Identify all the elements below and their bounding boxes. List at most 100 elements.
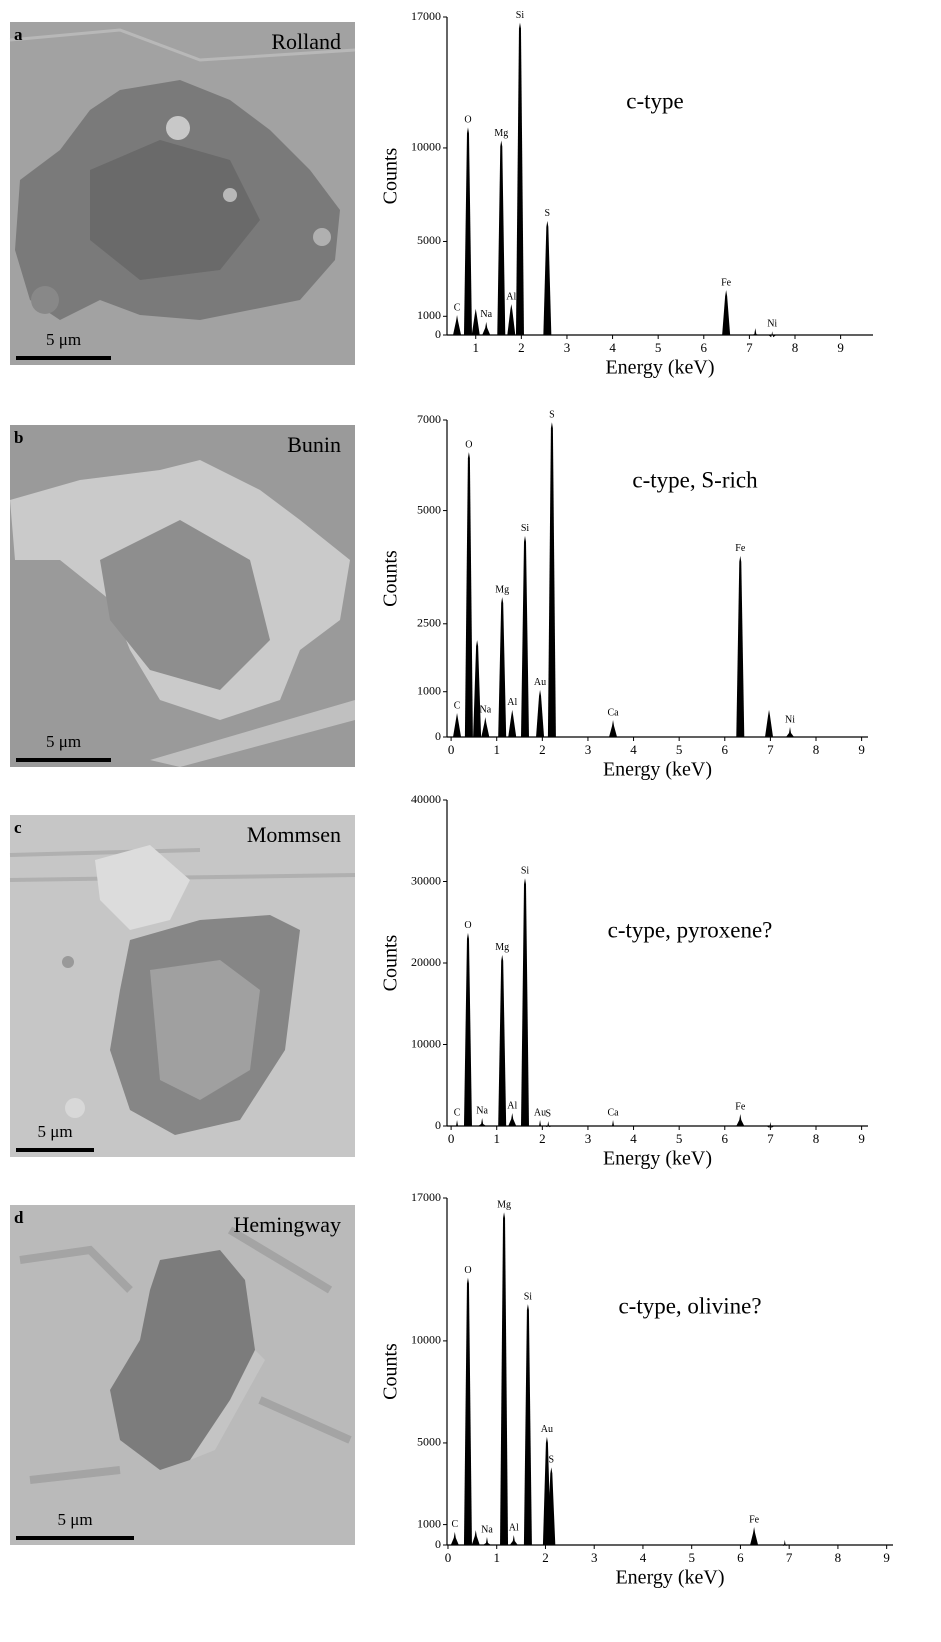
peak-label: Ni [785, 714, 795, 725]
peak [453, 314, 462, 335]
x-tick-label: 4 [609, 340, 616, 355]
peak-label: Na [480, 309, 492, 320]
x-tick-label: 0 [448, 1131, 455, 1146]
x-tick-label: 5 [676, 1131, 683, 1146]
x-tick-label: 7 [786, 1550, 793, 1565]
x-tick-label: 3 [564, 340, 571, 355]
peak [471, 1530, 480, 1545]
peak [765, 709, 774, 737]
annotation: c-type, olivine? [618, 1293, 761, 1318]
peak [520, 878, 529, 1126]
peak-label: Na [481, 1524, 493, 1535]
scale-bar [16, 1148, 94, 1152]
peak-label: Al [507, 697, 517, 708]
peak-label: Ni [767, 319, 777, 330]
y-tick-label: 1000 [417, 683, 441, 697]
x-tick-label: 2 [539, 1131, 546, 1146]
sample-name: Bunin [287, 432, 341, 457]
y-tick-label: 40000 [411, 792, 441, 806]
peak [786, 727, 795, 737]
peak [478, 1118, 487, 1126]
x-tick-label: 7 [767, 1131, 774, 1146]
peak-label: Si [521, 866, 530, 877]
x-tick-label: 5 [676, 742, 683, 757]
x-tick-label: 1 [493, 1131, 500, 1146]
peak-label: Au [541, 1424, 553, 1435]
peak-label: S [545, 1108, 551, 1119]
peak-label: O [464, 1265, 471, 1276]
x-axis-label: Energy (keV) [615, 1567, 724, 1589]
peak-label: Fe [735, 1101, 746, 1112]
panel-letter: d [14, 1208, 24, 1227]
peak-label: Fe [721, 277, 732, 288]
y-tick-label: 7000 [417, 412, 441, 426]
peak-label: Na [479, 704, 491, 715]
peak-label: S [545, 208, 551, 219]
sample-name: Mommsen [247, 822, 341, 847]
x-tick-label: 1 [493, 1550, 500, 1565]
y-tick-label: 1000 [417, 1516, 441, 1530]
peak-label: Fe [749, 1514, 760, 1525]
peak [780, 1539, 789, 1546]
annotation: c-type, S-rich [632, 467, 758, 492]
x-tick-label: 3 [585, 1131, 592, 1146]
x-tick-label: 3 [585, 742, 592, 757]
x-tick-label: 9 [858, 1131, 865, 1146]
x-tick-label: 1 [472, 340, 479, 355]
peak-label: Si [521, 523, 530, 534]
y-tick-label: 17000 [411, 1190, 441, 1204]
x-tick-label: 6 [701, 340, 708, 355]
x-tick-label: 7 [767, 742, 774, 757]
x-axis-label: Energy (keV) [603, 759, 712, 781]
x-tick-label: 0 [448, 742, 455, 757]
peak [520, 535, 529, 737]
peak [722, 290, 731, 335]
x-tick-label: 6 [722, 742, 729, 757]
peak-label: Ca [607, 1107, 619, 1118]
peak-label: Ca [607, 707, 619, 718]
peak [482, 1537, 491, 1545]
peak-label: Si [516, 10, 525, 21]
scale-bar [16, 356, 111, 360]
peak-label: C [454, 1107, 461, 1118]
peak-label: Mg [495, 942, 509, 953]
peak [609, 1119, 618, 1126]
peak [547, 1467, 556, 1545]
x-tick-label: 8 [813, 1131, 820, 1146]
y-tick-label: 5000 [417, 502, 441, 516]
peak [471, 308, 480, 335]
x-tick-label: 5 [688, 1550, 695, 1565]
peak-label: C [454, 700, 461, 711]
peak [736, 1114, 745, 1126]
x-tick-label: 5 [655, 340, 662, 355]
peak-label: Na [476, 1105, 488, 1116]
peak [544, 1121, 553, 1128]
sem-image [10, 425, 355, 767]
x-tick-label: 2 [542, 1550, 549, 1565]
peak [536, 689, 545, 737]
peak-label: Al [506, 291, 516, 302]
peak [463, 932, 472, 1126]
peak [736, 555, 745, 737]
y-tick-label: 20000 [411, 955, 441, 969]
scale-label: 5 μm [46, 330, 81, 349]
scale-label: 5 μm [57, 1510, 92, 1529]
peak-label: Si [524, 1291, 533, 1302]
y-tick-label: 10000 [411, 1333, 441, 1347]
peak [751, 328, 760, 335]
peak-label: Au [534, 1107, 546, 1118]
peak-label: O [464, 115, 471, 126]
peak [463, 127, 472, 335]
peak-label: Au [534, 677, 546, 688]
x-axis-label: Energy (keV) [605, 357, 714, 379]
peak-label: O [465, 439, 472, 450]
peak-label: C [454, 302, 461, 313]
peak-label: C [451, 1519, 458, 1530]
peak-label: O [464, 920, 471, 931]
x-tick-label: 8 [835, 1550, 842, 1565]
peak [609, 720, 618, 737]
x-tick-label: 9 [837, 340, 844, 355]
sample-name: Rolland [271, 29, 341, 54]
peak [523, 1304, 532, 1545]
